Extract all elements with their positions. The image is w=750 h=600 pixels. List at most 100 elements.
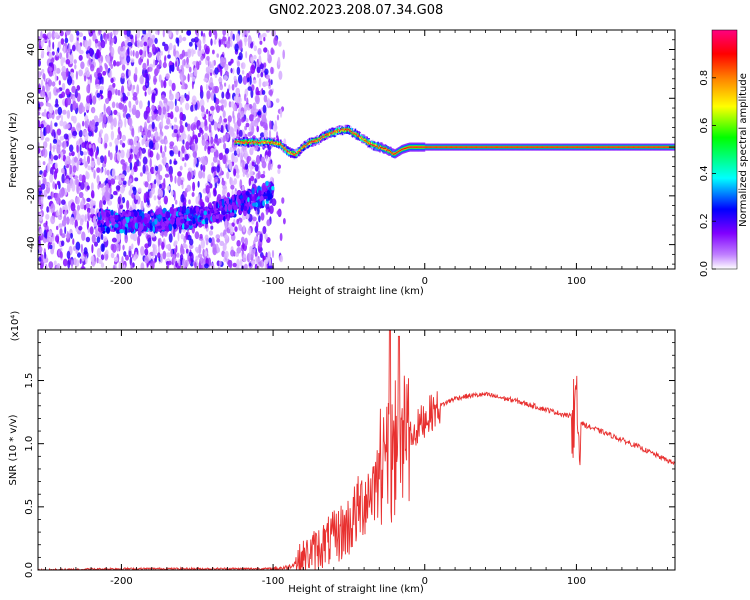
spectrogram-cell — [191, 48, 194, 57]
ridge-cell — [372, 144, 375, 146]
ridge-cell — [337, 128, 339, 133]
spectrogram-cell — [72, 238, 75, 245]
spectrogram-cell — [217, 123, 222, 129]
spectrogram-cell — [251, 260, 256, 265]
spectrogram-cell — [187, 134, 191, 143]
spectrogram-cell — [86, 197, 91, 202]
spectrogram-cell — [187, 171, 192, 181]
ridge-cell — [411, 146, 414, 148]
spectrogram-cell — [143, 110, 148, 120]
ridge-cell — [577, 146, 580, 148]
ridge-cell — [260, 141, 263, 143]
spectrogram-cell — [50, 248, 55, 255]
spectrogram-cell — [130, 233, 135, 240]
spectrogram-cell — [247, 131, 252, 137]
spectrogram-cell — [56, 209, 59, 217]
spectrogram-cell — [103, 103, 106, 113]
spectrogram-cell — [160, 139, 165, 144]
spectrogram-cell — [163, 178, 166, 188]
spectrogram-cell — [271, 250, 275, 258]
spectrogram-cell — [108, 72, 111, 78]
ridge-cell — [290, 153, 292, 155]
spectrogram-cell — [279, 232, 283, 242]
spectrogram-cell — [131, 243, 134, 250]
spectrogram-cell — [232, 110, 235, 119]
spectrogram-cell — [93, 115, 99, 121]
ridge-cell — [547, 146, 550, 148]
ridge-cell — [401, 148, 404, 150]
spectrogram-cell — [75, 102, 79, 109]
spectrogram-cell — [247, 77, 250, 82]
spectrogram-cell — [187, 49, 192, 58]
spectrogram-cell — [142, 156, 148, 165]
spectrogram-cell — [229, 176, 232, 185]
ridge-cell — [432, 146, 435, 148]
spectrogram-cell — [213, 189, 217, 197]
ridge-cell — [639, 146, 641, 148]
spectrogram-cell — [242, 225, 246, 233]
ridge-cell — [270, 142, 272, 144]
spectrogram-cell — [41, 69, 45, 74]
spectrogram-cell — [245, 118, 249, 123]
ridge-cell — [520, 146, 522, 148]
ridge-cell — [371, 144, 374, 146]
ridge-cell — [544, 146, 547, 148]
spectrogram-cell — [85, 171, 90, 180]
spectrogram-cell — [137, 235, 141, 246]
ridge-cell — [370, 143, 372, 145]
spectrogram-cell — [200, 164, 203, 171]
spectrogram-cell — [119, 139, 123, 145]
ridge-cell — [380, 145, 382, 148]
spectrogram-cell — [173, 160, 178, 165]
ridge-cell — [434, 146, 437, 148]
spectrogram-cell — [39, 170, 43, 175]
spectrogram-cell — [223, 74, 229, 81]
ridge-cell — [341, 129, 344, 132]
spectrogram-cell — [151, 114, 156, 121]
spectrogram-cell — [157, 252, 161, 259]
ridge-cell — [238, 141, 240, 143]
spectrogram-cell — [229, 146, 234, 153]
spectrogram-cell — [76, 160, 81, 166]
spectrogram-cell — [249, 262, 252, 267]
ridge-cell — [421, 146, 424, 148]
spectrogram-cell — [59, 136, 65, 141]
spectrogram-cell — [91, 182, 94, 192]
ridge-cell — [647, 146, 650, 148]
spectrogram-cell — [193, 156, 197, 165]
spectrogram-cell — [256, 258, 261, 263]
ridge-cell — [365, 141, 368, 143]
ridge-cell — [262, 142, 265, 144]
ridge-cell — [620, 146, 622, 148]
spectrogram-cell — [244, 263, 248, 269]
ridge-cell — [362, 138, 365, 140]
spectrogram-cell — [114, 137, 119, 146]
ridge-cell — [244, 140, 247, 142]
spectrogram-cell — [230, 58, 234, 64]
ridge-cell — [472, 146, 475, 148]
spectrogram-cell — [269, 205, 274, 215]
ridge-cell — [537, 146, 540, 148]
spectrogram-cell — [248, 177, 251, 187]
spectrogram-cell — [56, 144, 61, 155]
ridge-cell — [245, 141, 247, 143]
spectrogram-cell — [54, 54, 60, 61]
spectrogram-cell — [85, 202, 91, 210]
ridge-cell — [606, 146, 609, 148]
spectrogram-cell — [179, 165, 183, 171]
spectrogram-cell — [48, 51, 53, 60]
ridge-cell — [438, 146, 440, 148]
spectrogram-cell — [92, 95, 97, 105]
spectrogram-cell — [113, 256, 119, 263]
spectrogram-cell — [61, 173, 65, 184]
ridge-cell — [281, 145, 284, 148]
spectrogram-cell — [59, 207, 63, 218]
spectrogram-cell — [80, 61, 85, 70]
ridge-cell — [495, 146, 498, 148]
spectrogram-cell — [64, 159, 68, 167]
spectrogram-cell — [78, 191, 84, 199]
ridge-cell — [461, 146, 463, 148]
ridge-cell — [428, 146, 430, 148]
spectrogram-cell — [173, 190, 176, 201]
ridge-cell — [377, 145, 379, 147]
